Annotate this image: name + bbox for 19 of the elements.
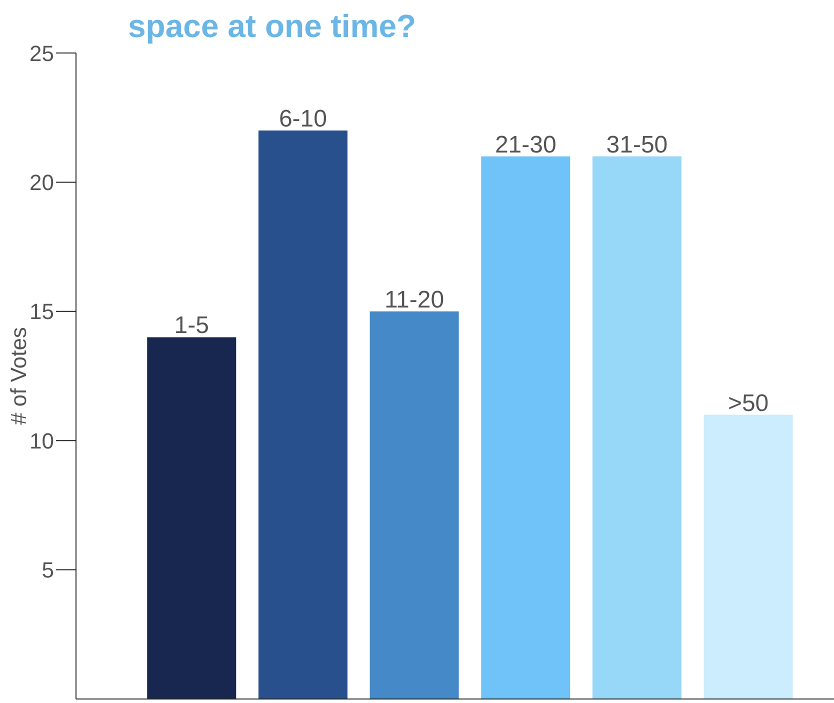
bar (704, 414, 793, 699)
bar (370, 311, 459, 699)
x-tick-label: 1-5 (174, 312, 209, 340)
x-tick-label: 31-50 (606, 131, 668, 158)
y-tick-label: 5 (42, 558, 54, 583)
y-tick-label: 15 (30, 299, 54, 324)
x-tick-label: 6-10 (278, 106, 327, 133)
y-tick-label: 25 (30, 40, 54, 66)
x-tick-label: >50 (728, 390, 769, 417)
bar (147, 337, 236, 699)
y-axis-title: # of Votes (6, 327, 31, 425)
chart-title: space at one time? (128, 8, 416, 45)
x-tick-label: 21-30 (494, 131, 556, 158)
y-tick-label: 20 (30, 170, 54, 196)
x-tick-label: 11-20 (384, 286, 444, 314)
bar (258, 130, 348, 699)
bar (481, 156, 570, 699)
y-tick-label: 10 (30, 428, 54, 454)
bar (592, 156, 682, 699)
